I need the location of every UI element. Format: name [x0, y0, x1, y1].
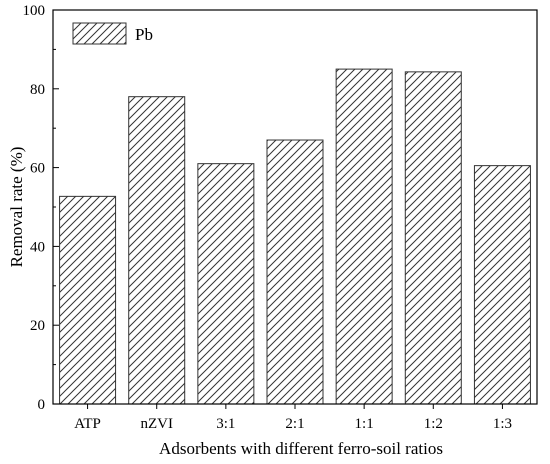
x-tick-label: 3:1: [216, 416, 235, 432]
bar-atp: [59, 195, 117, 405]
x-tick-label: 2:1: [285, 416, 304, 432]
x-tick-label: ATP: [74, 416, 101, 432]
bar-nzvi: [128, 96, 186, 405]
bar-1-1: [335, 68, 393, 405]
axis-layer: ATP nZVI 3:1 2:1 1:1 1:2 1:3 0 20 40 60 80 100: [23, 3, 538, 432]
bar-1-2: [404, 71, 462, 405]
y-tick-label: 60: [30, 161, 45, 177]
x-tick-label: 1:1: [355, 416, 374, 432]
legend: Pb: [72, 22, 153, 45]
y-tick-label: 80: [30, 82, 45, 98]
y-tick-label: 40: [30, 239, 45, 255]
bar-3-1: [197, 163, 255, 405]
legend-label: Pb: [135, 25, 153, 44]
y-tick-label: 20: [30, 318, 45, 334]
x-axis-title: Adsorbents with different ferro-soil rat…: [159, 439, 443, 458]
bar-2-1: [266, 139, 324, 405]
bar-1-3: [473, 165, 531, 405]
x-tick-label: 1:3: [493, 416, 512, 432]
x-tick-label: nZVI: [140, 416, 173, 432]
y-tick-label: 100: [23, 3, 46, 19]
y-axis-title: Removal rate (%): [7, 147, 26, 268]
x-tick-label: 1:2: [424, 416, 443, 432]
y-tick-label: 0: [38, 397, 46, 413]
bars-layer: [59, 68, 531, 405]
legend-swatch: [72, 22, 127, 45]
